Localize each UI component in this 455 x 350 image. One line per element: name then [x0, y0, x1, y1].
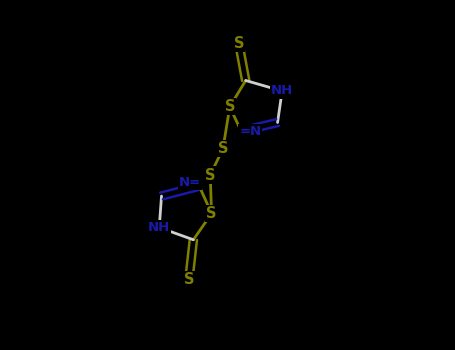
Text: NH: NH — [271, 84, 293, 98]
Text: S: S — [206, 206, 217, 221]
Text: S: S — [183, 273, 194, 287]
Text: S: S — [217, 141, 228, 156]
Text: NH: NH — [148, 221, 170, 234]
Text: S: S — [233, 36, 244, 51]
Text: S: S — [205, 168, 216, 182]
Text: S: S — [224, 99, 235, 114]
Text: =N: =N — [239, 125, 261, 138]
Text: N=: N= — [179, 176, 201, 189]
